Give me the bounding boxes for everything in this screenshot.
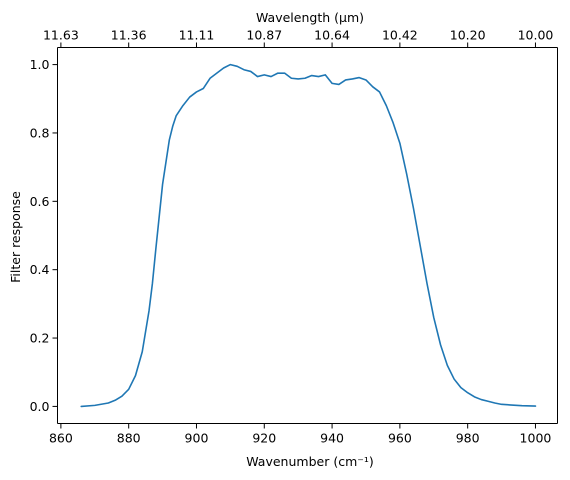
series-layer: [80, 63, 537, 408]
x-tick-label: 1000: [520, 431, 552, 446]
top-axis-ticks: 11.63 11.36 11.11 10.87 10.64 10.42 10.20 10.00: [43, 28, 553, 48]
top-tick-label: 11.63: [43, 28, 79, 43]
x-tick-label: 900: [185, 431, 209, 446]
y-tick-label: 0.2: [30, 331, 50, 346]
x-tick-label: 860: [49, 431, 73, 446]
top-tick-label: 10.87: [246, 28, 282, 43]
top-tick-label: 11.36: [111, 28, 147, 43]
x-tick-label: 880: [117, 431, 141, 446]
top-tick-label: 11.11: [179, 28, 215, 43]
y-axis-title: Filter response: [8, 191, 23, 283]
x-tick-label: 980: [456, 431, 480, 446]
top-tick-label: 10.00: [518, 28, 554, 43]
x-tick-label: 940: [320, 431, 344, 446]
top-tick-label: 10.64: [314, 28, 350, 43]
x-axis-ticks: 860 880 900 920 940 960 980 1000: [49, 423, 552, 446]
y-tick-label: 0.8: [30, 125, 50, 140]
top-tick-label: 10.20: [450, 28, 486, 43]
plot-axes-frame: [57, 47, 558, 424]
x-axis-title: Wavenumber (cm⁻¹): [246, 454, 373, 469]
top-tick-label: 10.42: [382, 28, 418, 43]
top-axis-title: Wavelength (μm): [256, 10, 364, 25]
y-tick-label: 0.4: [30, 262, 50, 277]
filter-response-line: [80, 63, 537, 408]
y-tick-label: 0.0: [30, 399, 50, 414]
x-tick-label: 960: [388, 431, 412, 446]
y-tick-label: 0.6: [30, 194, 50, 209]
x-tick-label: 920: [252, 431, 276, 446]
y-tick-label: 1.0: [30, 57, 50, 72]
y-axis-ticks: 0.0 0.2 0.4 0.6 0.8 1.0: [30, 57, 58, 414]
